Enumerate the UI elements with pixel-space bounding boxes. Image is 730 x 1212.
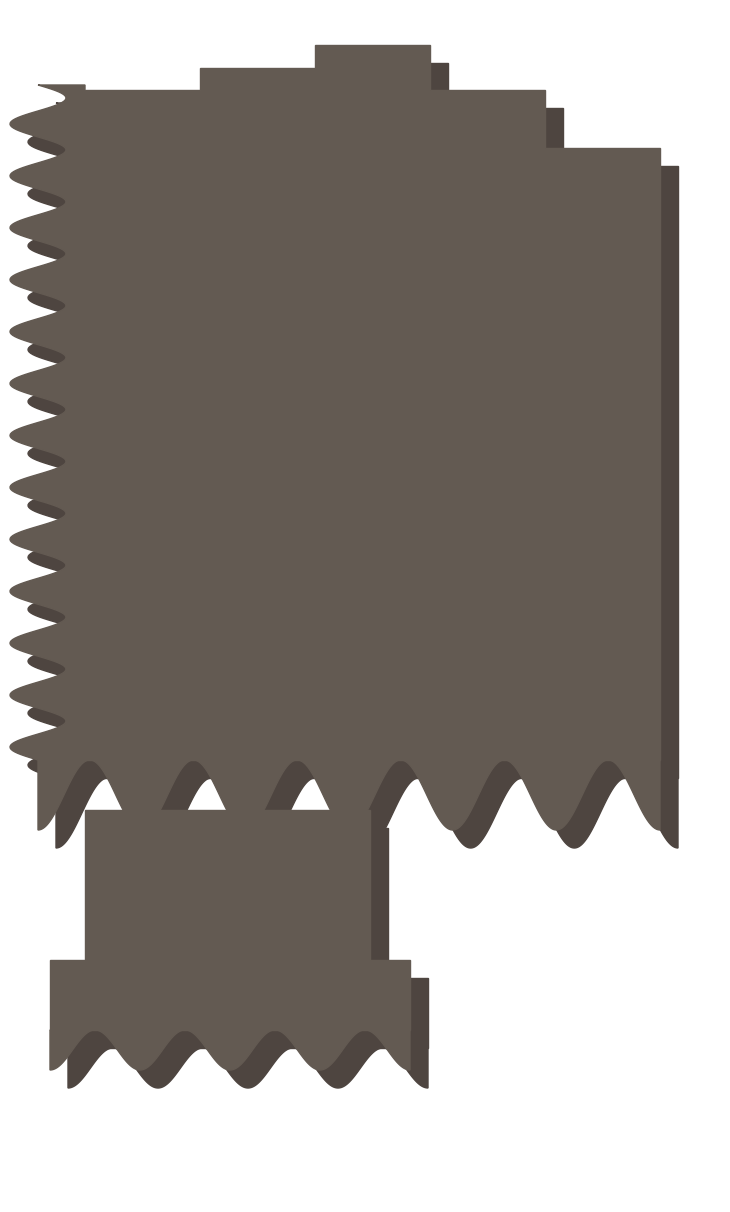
Polygon shape: [85, 45, 660, 760]
Text: 87%: 87%: [575, 112, 631, 136]
Polygon shape: [103, 828, 388, 978]
Polygon shape: [10, 85, 85, 760]
Polygon shape: [38, 760, 660, 830]
Polygon shape: [56, 778, 678, 848]
Polygon shape: [103, 63, 678, 778]
Polygon shape: [68, 1048, 428, 1088]
Polygon shape: [50, 1030, 410, 1070]
Polygon shape: [85, 810, 370, 960]
Text: 95%: 95%: [344, 8, 401, 33]
Polygon shape: [50, 960, 410, 1030]
Text: 94%: 94%: [229, 32, 285, 56]
Text: 92%: 92%: [459, 55, 516, 78]
Polygon shape: [28, 103, 103, 778]
Polygon shape: [68, 978, 428, 1048]
Text: 92%: 92%: [115, 55, 171, 78]
